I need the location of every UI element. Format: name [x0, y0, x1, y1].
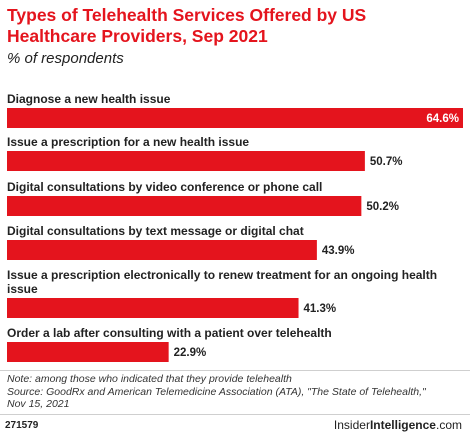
chart-title: Types of Telehealth Services Offered by … — [7, 5, 367, 46]
category-label: Issue a prescription electronically to r… — [7, 268, 437, 282]
note-divider — [0, 370, 470, 371]
bar — [7, 151, 365, 171]
source-line: Source: GoodRx and American Telemedicine… — [7, 385, 426, 398]
bar — [7, 196, 362, 216]
bar — [7, 108, 463, 128]
bar — [7, 240, 317, 260]
brand-first: Insider — [333, 418, 370, 432]
value-label: 22.9% — [174, 347, 207, 359]
value-label: 64.6% — [426, 113, 459, 125]
value-label: 43.9% — [322, 245, 355, 257]
chart-id: 271579 — [5, 420, 39, 431]
brand-suffix: .com — [435, 418, 462, 432]
brand-second: Intelligence — [369, 418, 436, 432]
footer-divider — [0, 414, 470, 415]
category-label: Digital consultations by text message or… — [7, 224, 304, 238]
chart-subtitle: % of respondents — [7, 50, 124, 67]
bar — [7, 298, 299, 318]
brand-logo: InsiderIntelligence.com — [334, 418, 462, 432]
category-label: Order a lab after consulting with a pati… — [7, 326, 332, 340]
bar-chart: Diagnose a new health issue 64.6% Issue a … — [7, 92, 463, 362]
value-label: 50.7% — [370, 156, 403, 168]
category-label: Issue a prescription for a new health is… — [7, 135, 249, 149]
category-label: Diagnose a new health issue — [7, 92, 171, 106]
chart-note: Note: among those who indicated that the… — [7, 373, 457, 411]
source-date-line: Nov 15, 2021 — [7, 398, 70, 410]
category-label: Digital consultations by video conferenc… — [7, 180, 322, 194]
value-label: 50.2% — [366, 201, 399, 213]
value-label: 41.3% — [304, 303, 337, 315]
note-line: Note: among those who indicated that the… — [7, 373, 292, 385]
category-label: issue — [7, 282, 38, 296]
bar — [7, 342, 169, 362]
